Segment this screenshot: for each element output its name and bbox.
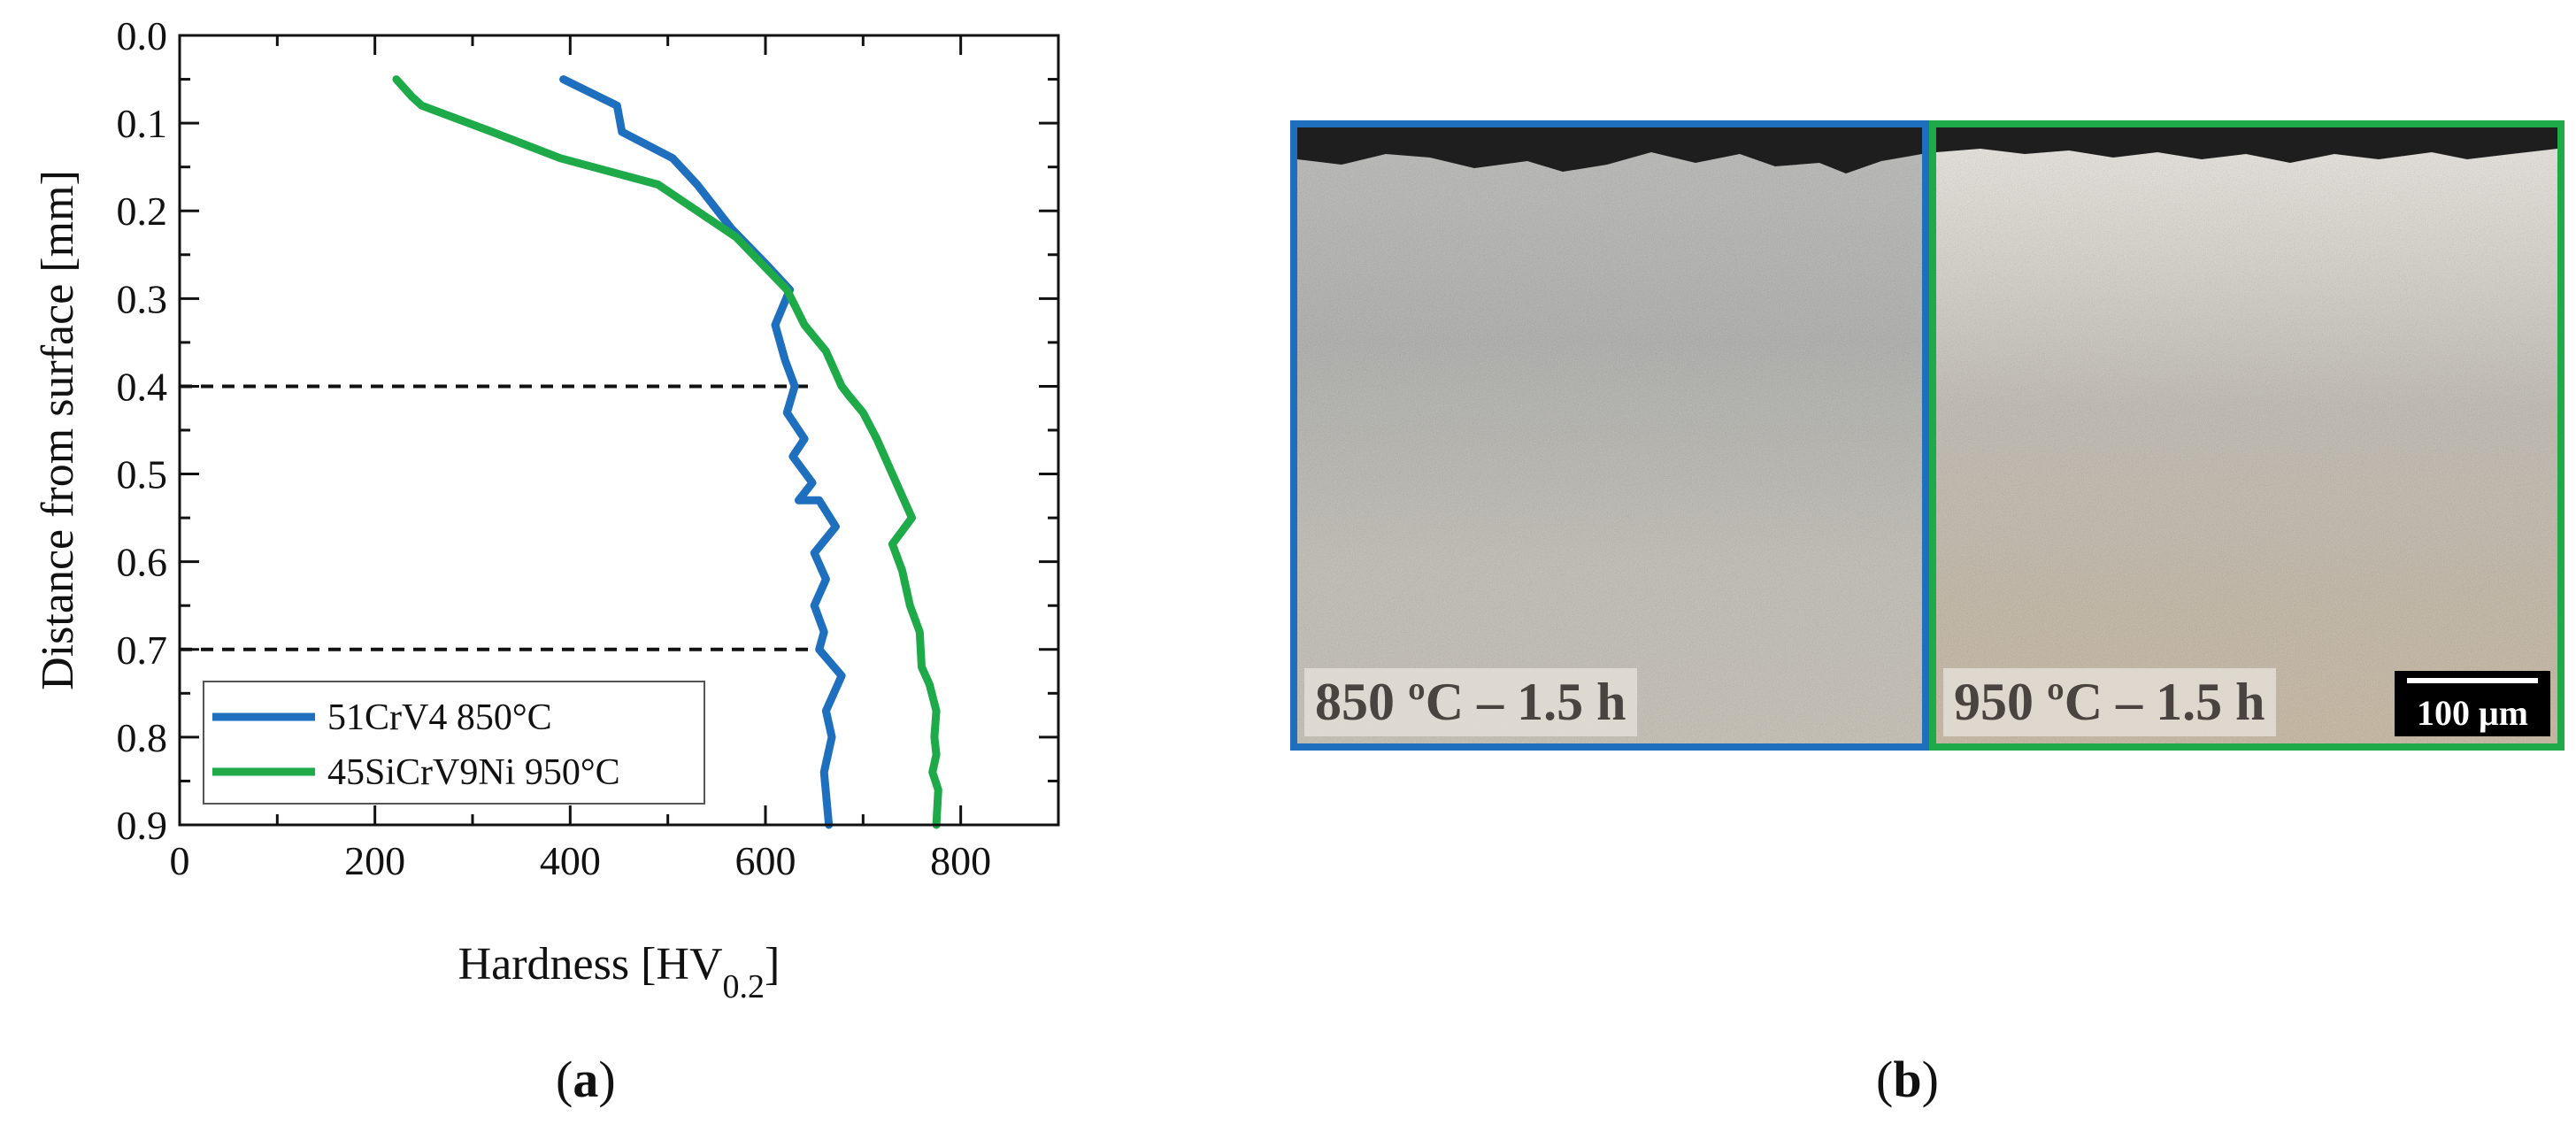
caption-a: (a) (556, 1051, 616, 1108)
y-tick-label: 0.9 (117, 803, 168, 848)
x-tick-label: 0 (170, 838, 190, 883)
y-tick-label: 0.3 (117, 276, 168, 321)
legend-box (203, 681, 705, 805)
y-tick-label: 0.8 (117, 715, 168, 760)
x-axis-title: Hardness [HV0.2] (458, 939, 780, 1005)
surface-edge (1297, 127, 1922, 173)
y-tick-label: 0.4 (117, 364, 168, 409)
legend-label: 51CrV4 850°C (327, 697, 552, 738)
y-tick-label: 0.0 (117, 13, 168, 58)
y-tick-label: 0.5 (117, 452, 168, 497)
scale-bar-label: 100 μm (2417, 693, 2528, 733)
micrograph-950c: 950 ºC – 1.5 h 100 μm (1929, 120, 2564, 751)
micrograph-label: 950 ºC – 1.5 h (1943, 668, 2276, 736)
x-tick-label: 200 (344, 838, 405, 883)
y-tick-label: 0.1 (117, 101, 168, 146)
series-line-1 (392, 75, 942, 829)
y-axis-title: Distance from surface [mm] (33, 170, 83, 690)
legend-label: 45SiCrV9Ni 950°C (327, 752, 620, 793)
micrograph-texture (1297, 127, 1922, 743)
series-line-0 (559, 75, 846, 829)
micrograph-texture (1936, 127, 2557, 743)
micrograph-850c: 850 ºC – 1.5 h (1290, 120, 1929, 751)
y-tick-label: 0.6 (117, 540, 168, 585)
micrograph-label: 850 ºC – 1.5 h (1304, 668, 1637, 736)
y-tick-label: 0.2 (117, 189, 168, 234)
y-tick-label: 0.7 (117, 628, 168, 673)
x-tick-label: 600 (735, 838, 796, 883)
caption-b: (b) (1876, 1051, 1939, 1108)
surface-edge (1936, 127, 2557, 163)
scale-bar (2407, 678, 2538, 683)
scale-bar-box: 100 μm (2395, 671, 2550, 736)
x-tick-label: 800 (930, 838, 991, 883)
x-tick-label: 400 (540, 838, 601, 883)
